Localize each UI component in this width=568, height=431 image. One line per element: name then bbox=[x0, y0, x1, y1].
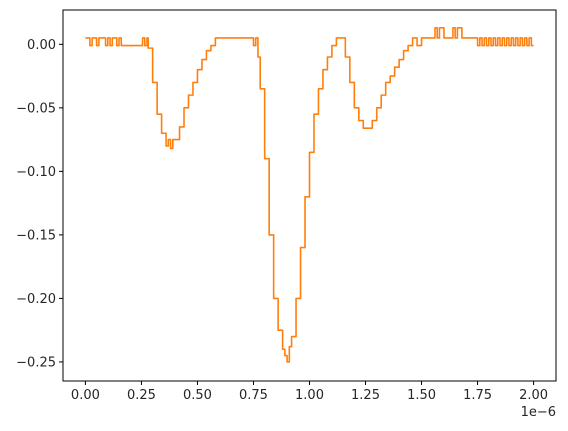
x-axis: 0.00 0.25 0.50 0.75 1.00 1.25 1.50 1.75 2.00 bbox=[71, 381, 548, 403]
x-tick-label: 1.50 bbox=[407, 388, 436, 403]
x-axis-offset-label: 1e−6 bbox=[521, 405, 556, 420]
y-tick-label: −0.25 bbox=[16, 355, 56, 370]
x-tick-label: 0.25 bbox=[127, 388, 156, 403]
y-axis: 0.00 −0.05 −0.10 −0.15 −0.20 −0.25 bbox=[16, 38, 63, 370]
y-tick-label: −0.10 bbox=[16, 165, 56, 180]
x-tick-label: 1.25 bbox=[351, 388, 380, 403]
x-tick-label: 0.00 bbox=[71, 388, 100, 403]
x-tick-label: 2.00 bbox=[519, 388, 548, 403]
y-tick-label: −0.20 bbox=[16, 292, 56, 307]
y-tick-label: −0.05 bbox=[16, 101, 56, 116]
x-tick-label: 1.75 bbox=[463, 388, 492, 403]
x-tick-label: 1.00 bbox=[295, 388, 324, 403]
x-tick-label: 0.50 bbox=[183, 388, 212, 403]
y-tick-label: 0.00 bbox=[27, 38, 56, 53]
series-line-0 bbox=[85, 26, 534, 363]
series-layer bbox=[85, 26, 534, 363]
x-tick-label: 0.75 bbox=[239, 388, 268, 403]
y-tick-label: −0.15 bbox=[16, 228, 56, 243]
